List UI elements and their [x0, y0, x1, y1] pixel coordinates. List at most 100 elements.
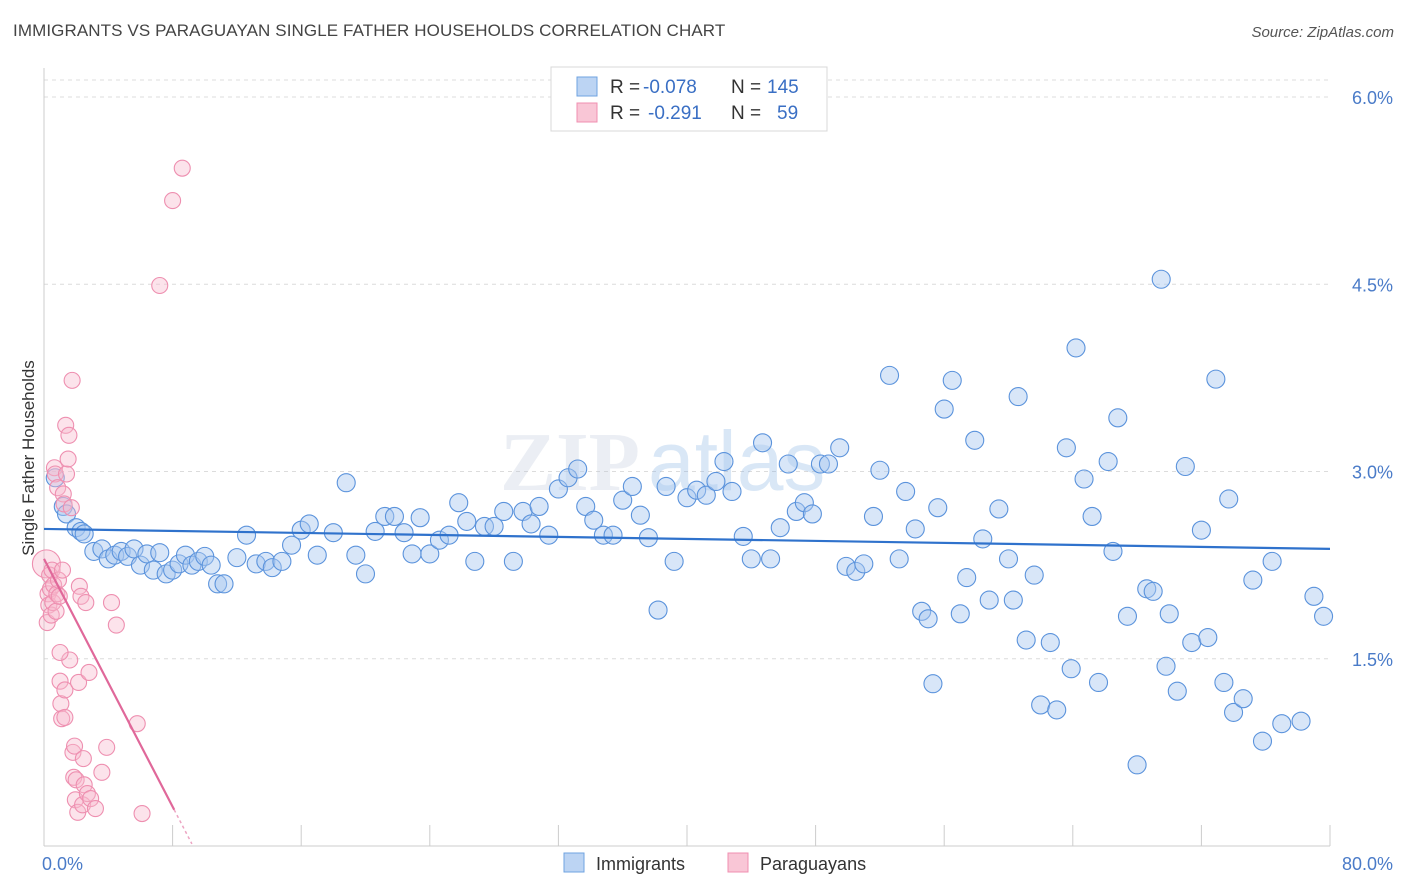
point-immigrants: [989, 499, 1009, 519]
point-paraguayans: [133, 804, 151, 823]
point-immigrants: [375, 506, 395, 526]
point-paraguayans: [62, 499, 80, 517]
point-immigrants: [384, 506, 404, 526]
point-immigrants: [568, 459, 588, 479]
point-immigrants: [1088, 672, 1109, 693]
point-immigrants: [365, 521, 385, 541]
point-immigrants: [1108, 408, 1128, 428]
point-immigrants: [521, 514, 541, 534]
point-immigrants: [529, 496, 549, 517]
legend-label-immigrants: Immigrants: [596, 854, 685, 874]
point-immigrants: [722, 481, 742, 502]
legend-n-label: N =: [731, 77, 761, 98]
legend-r-label: R =: [610, 103, 640, 124]
point-immigrants: [1066, 338, 1086, 358]
point-paraguayans: [173, 159, 191, 177]
point-paraguayans: [65, 737, 84, 755]
point-immigrants: [778, 454, 798, 474]
point-immigrants: [394, 523, 414, 543]
point-immigrants: [1224, 702, 1244, 722]
point-immigrants: [503, 551, 523, 571]
point-immigrants: [854, 554, 874, 574]
point-paraguayans: [70, 673, 88, 692]
point-immigrants: [957, 568, 977, 588]
trend-paraguayans: [43, 558, 176, 811]
point-immigrants: [1167, 681, 1187, 701]
point-immigrants: [630, 505, 650, 525]
point-immigrants: [1040, 632, 1060, 653]
point-immigrants: [648, 600, 668, 620]
legend-n-value: 59: [777, 103, 798, 124]
chart-title: IMMIGRANTS VS PARAGUAYAN SINGLE FATHER H…: [13, 21, 726, 40]
point-immigrants: [420, 544, 440, 564]
point-immigrants: [208, 574, 228, 594]
point-immigrants: [918, 609, 938, 629]
point-immigrants: [1117, 606, 1138, 626]
point-immigrants: [928, 498, 948, 518]
point-immigrants: [1008, 387, 1028, 407]
y-axis-label: Single Father Households: [19, 360, 38, 556]
point-immigrants: [262, 558, 282, 578]
point-immigrants: [622, 476, 642, 497]
point-immigrants: [818, 454, 839, 474]
point-immigrants: [1219, 489, 1239, 509]
point-paraguayans: [107, 616, 125, 634]
point-immigrants: [830, 438, 850, 458]
point-paraguayans: [64, 743, 82, 761]
point-paraguayans: [67, 771, 85, 789]
x-tick-label: 80.0%: [1342, 854, 1393, 874]
y-tick-label: 6.0%: [1352, 88, 1393, 108]
point-immigrants: [449, 493, 469, 513]
legend-r-label: R =: [610, 77, 640, 98]
point-immigrants: [307, 545, 327, 565]
legend-n-label: N =: [731, 103, 761, 124]
legend-label-paraguayans: Paraguayans: [760, 854, 866, 874]
point-immigrants: [1175, 456, 1195, 477]
point-immigrants: [706, 471, 726, 492]
point-paraguayans: [59, 450, 77, 468]
point-immigrants: [912, 601, 932, 621]
point-immigrants: [1191, 520, 1211, 540]
legend-swatch-immigrants: [576, 76, 598, 97]
point-immigrants: [810, 454, 830, 474]
point-immigrants: [656, 476, 676, 497]
point-immigrants: [950, 604, 970, 624]
grid-lines: [44, 79, 1330, 660]
point-immigrants: [942, 370, 962, 390]
point-immigrants: [1272, 714, 1292, 734]
point-immigrants: [923, 674, 943, 694]
point-immigrants: [1127, 755, 1147, 775]
point-immigrants: [1103, 541, 1123, 561]
point-immigrants: [539, 525, 559, 545]
point-immigrants: [863, 506, 884, 526]
point-paraguayans: [98, 738, 116, 756]
point-immigrants: [457, 511, 477, 531]
point-immigrants: [410, 508, 430, 528]
point-immigrants: [1082, 506, 1102, 526]
trend-paraguayans-extension: [173, 809, 193, 845]
point-immigrants: [998, 549, 1019, 569]
point-immigrants: [753, 433, 773, 453]
point-immigrants: [130, 555, 150, 575]
point-immigrants: [1098, 451, 1118, 472]
point-immigrants: [494, 501, 514, 521]
point-immigrants: [603, 525, 623, 545]
point-immigrants: [214, 574, 234, 594]
y-tick-label: 4.5%: [1352, 275, 1393, 295]
point-paraguayans: [78, 785, 96, 803]
point-paraguayans: [82, 790, 100, 808]
point-immigrants: [889, 549, 909, 569]
point-immigrants: [143, 560, 163, 580]
point-immigrants: [802, 504, 822, 524]
series-paraguayans: [31, 159, 191, 823]
point-immigrants: [1159, 604, 1179, 624]
point-paraguayans: [93, 763, 111, 781]
point-immigrants: [979, 590, 999, 610]
point-paraguayans: [56, 681, 74, 699]
x-tick-label: 0.0%: [42, 854, 83, 874]
point-immigrants: [794, 493, 814, 513]
point-immigrants: [227, 548, 247, 568]
point-immigrants: [1291, 711, 1311, 731]
point-immigrants: [870, 460, 890, 480]
